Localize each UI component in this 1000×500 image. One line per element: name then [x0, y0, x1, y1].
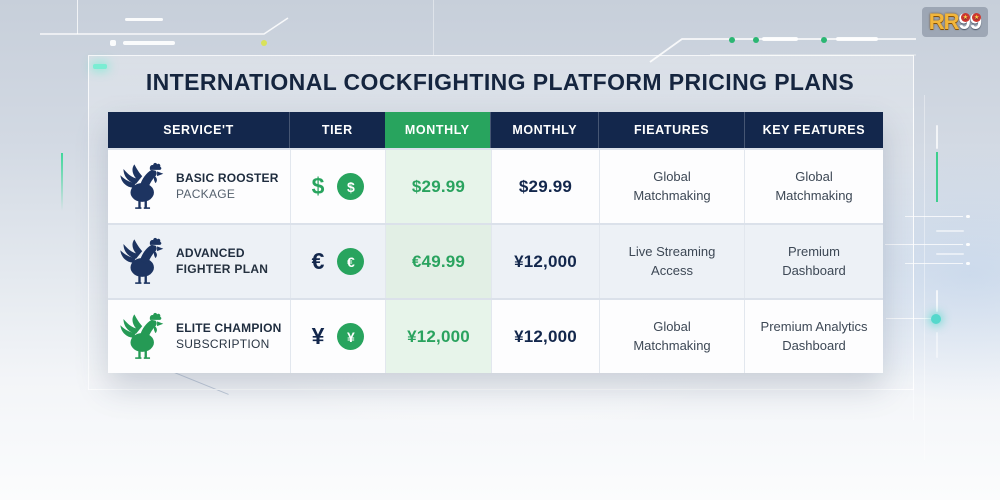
plan-subtitle: FIGHTER PLAN [176, 262, 269, 277]
rooster-icon [118, 309, 168, 365]
plan-subtitle: PACKAGE [176, 187, 236, 202]
green-dot [821, 37, 827, 43]
tier-cell: ¥ ¥ [290, 300, 385, 373]
plan-subtitle: SUBSCRIPTION [176, 337, 270, 352]
monthly-promo-cell: ¥12,000 [385, 300, 491, 373]
features-cell: Live Streaming Access [599, 225, 744, 298]
key-features-cell: Premium Analytics Dashboard [744, 300, 883, 373]
plan-name: ADVANCED [176, 245, 245, 260]
star-icon: ★ [960, 13, 970, 22]
circuit-line [77, 0, 78, 34]
green-line [936, 152, 938, 202]
rooster-icon [118, 159, 168, 215]
circuit-dash [936, 290, 938, 312]
green-dot [753, 37, 759, 43]
key-features-cell: Premium Dashboard [744, 225, 883, 298]
header-monthly: MONTHLY [490, 112, 599, 148]
monthly-cell: ¥12,000 [491, 225, 599, 298]
circuit-dash [762, 37, 798, 41]
tier-cell: $ $ [290, 150, 385, 223]
features-cell: Global Matchmaking [599, 150, 744, 223]
logo-text-rr: RR [928, 9, 960, 34]
rr99-logo: RR 9★ 9★ [921, 7, 988, 37]
currency-badge-icon: ¥ [337, 323, 365, 350]
star-icon: ★ [971, 13, 981, 22]
circuit-node [966, 215, 970, 218]
circuit-dash [936, 230, 964, 232]
table-row: ADVANCED FIGHTER PLAN € € €49.99 ¥12,000… [108, 223, 883, 298]
monthly-promo-cell: €49.99 [385, 225, 491, 298]
service-cell: ADVANCED FIGHTER PLAN [108, 225, 290, 298]
circuit-elbow-line [40, 17, 289, 35]
monthly-cell: ¥12,000 [491, 300, 599, 373]
header-service: SERVICE'T [108, 112, 290, 148]
currency-symbol: $ [311, 173, 325, 199]
tier-cell: € € [290, 225, 385, 298]
monthly-cell: $29.99 [491, 150, 599, 223]
page-title: INTERNATIONAL COCKFIGHTING PLATFORM PRIC… [145, 69, 855, 95]
circuit-dash [836, 37, 878, 41]
circuit-node [110, 40, 116, 46]
table-row: ELITE CHAMPION SUBSCRIPTION ¥ ¥ ¥12,000 … [108, 298, 883, 373]
monthly-promo-cell: $29.99 [385, 150, 491, 223]
circuit-line [433, 0, 434, 55]
header-key-features: KEY FEATURES [743, 112, 883, 148]
circuit-dash [936, 125, 938, 149]
teal-glow-dot [931, 314, 941, 324]
header-features: FIEATURES [598, 112, 744, 148]
logo-digit-nine: 9★ [970, 9, 982, 35]
pricing-table: SERVICE'T TIER MONTHLY MONTHLY FIEATURES… [108, 112, 883, 373]
features-cell: Global Matchmaking [599, 300, 744, 373]
circuit-node [966, 243, 970, 246]
green-line [61, 153, 63, 211]
service-cell: BASIC ROOSTER PACKAGE [108, 150, 290, 223]
circuit-dash [123, 41, 175, 45]
circuit-dash [936, 332, 938, 358]
circuit-line [924, 95, 925, 460]
currency-badge-icon: € [337, 248, 365, 275]
circuit-node [966, 262, 970, 265]
service-cell: ELITE CHAMPION SUBSCRIPTION [108, 300, 290, 373]
currency-symbol: € [311, 248, 325, 274]
logo-digit-nine: 9★ [959, 9, 971, 35]
table-row: BASIC ROOSTER PACKAGE $ $ $29.99 $29.99 … [108, 148, 883, 223]
plan-name: ELITE CHAMPION [176, 320, 282, 335]
circuit-dash [125, 18, 163, 21]
rooster-icon [118, 234, 168, 290]
table-header-row: SERVICE'T TIER MONTHLY MONTHLY FIEATURES… [108, 112, 883, 148]
circuit-dash [936, 253, 964, 255]
header-tier: TIER [289, 112, 385, 148]
yellow-dot [261, 40, 267, 46]
green-dot [729, 37, 735, 43]
plan-name: BASIC ROOSTER [176, 170, 279, 185]
currency-badge-icon: $ [337, 173, 365, 200]
currency-symbol: ¥ [311, 323, 325, 349]
header-monthly-highlight: MONTHLY [384, 112, 491, 148]
key-features-cell: Global Matchmaking [744, 150, 883, 223]
